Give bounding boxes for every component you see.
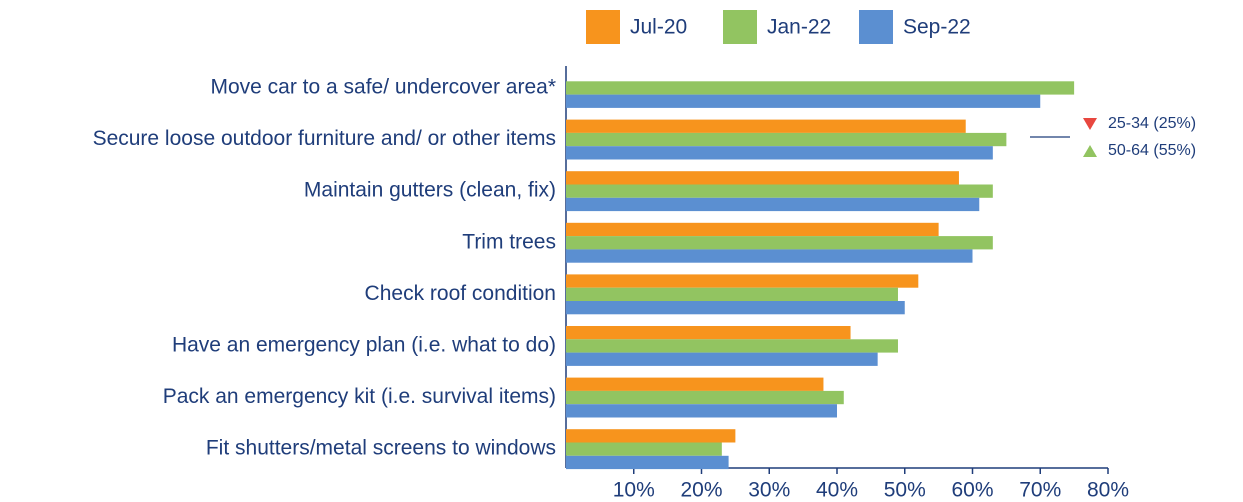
- bar: [566, 455, 729, 470]
- bar: [566, 377, 824, 391]
- x-tick-label: 70%: [1019, 479, 1061, 502]
- bar: [566, 352, 878, 366]
- legend-label: Jan-22: [767, 16, 831, 39]
- x-tick-label: 80%: [1087, 479, 1129, 502]
- category-label: Secure loose outdoor furniture and/ or o…: [93, 127, 556, 150]
- bar: [566, 197, 980, 212]
- bar: [566, 326, 851, 340]
- category-label: Have an emergency plan (i.e. what to do): [172, 333, 556, 356]
- category-label: Trim trees: [462, 230, 556, 253]
- bar: [566, 249, 973, 263]
- bar: [566, 339, 898, 353]
- legend-label: Sep-22: [903, 16, 971, 39]
- bar: [566, 146, 993, 160]
- bar: [566, 287, 898, 301]
- x-tick-label: 10%: [613, 479, 655, 502]
- bar: [566, 442, 722, 456]
- bar: [566, 119, 966, 133]
- annotation-marker: [1083, 118, 1097, 130]
- annotation-text: 25-34 (25%): [1108, 115, 1196, 132]
- bar: [566, 236, 993, 250]
- bar: [566, 171, 959, 185]
- x-tick-label: 60%: [951, 479, 993, 502]
- annotation-text: 50-64 (55%): [1108, 142, 1196, 159]
- category-label: Fit shutters/metal screens to windows: [206, 437, 556, 460]
- x-tick-label: 50%: [884, 479, 926, 502]
- bar: [566, 429, 736, 443]
- bar: [566, 94, 1041, 108]
- legend-swatch: [723, 10, 757, 44]
- category-label: Maintain gutters (clean, fix): [304, 179, 556, 202]
- bar: [566, 81, 1075, 95]
- x-tick-label: 20%: [680, 479, 722, 502]
- bar: [566, 301, 905, 315]
- legend-swatch: [586, 10, 620, 44]
- annotation-marker: [1083, 145, 1097, 157]
- x-tick-label: 30%: [748, 479, 790, 502]
- bar: [566, 132, 1007, 147]
- legend-swatch: [859, 10, 893, 44]
- bar: [566, 184, 993, 198]
- bar: [566, 404, 837, 418]
- category-label: Move car to a safe/ undercover area*: [210, 75, 556, 98]
- bar: [566, 222, 939, 237]
- legend-label: Jul-20: [630, 16, 687, 39]
- bar: [566, 390, 844, 405]
- x-tick-label: 40%: [816, 479, 858, 502]
- category-label: Check roof condition: [365, 282, 556, 305]
- bar: [566, 274, 919, 288]
- category-label: Pack an emergency kit (i.e. survival ite…: [163, 385, 556, 408]
